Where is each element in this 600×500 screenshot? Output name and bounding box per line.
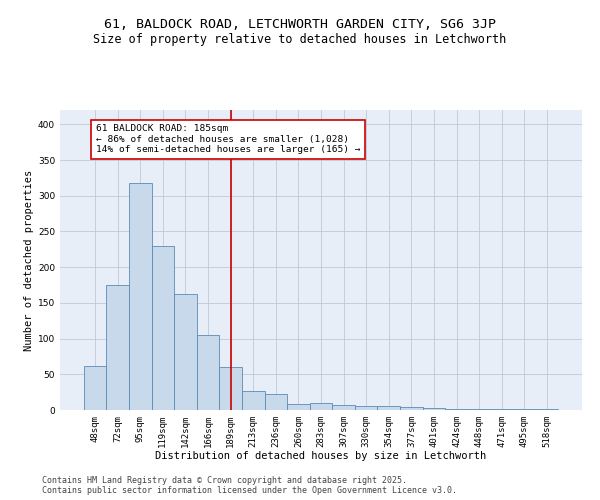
Text: Size of property relative to detached houses in Letchworth: Size of property relative to detached ho… — [94, 32, 506, 46]
Text: 61, BALDOCK ROAD, LETCHWORTH GARDEN CITY, SG6 3JP: 61, BALDOCK ROAD, LETCHWORTH GARDEN CITY… — [104, 18, 496, 30]
Y-axis label: Number of detached properties: Number of detached properties — [24, 170, 34, 350]
Bar — [84, 366, 106, 410]
Bar — [242, 390, 265, 410]
Text: Contains HM Land Registry data © Crown copyright and database right 2025.: Contains HM Land Registry data © Crown c… — [42, 476, 407, 485]
Bar — [310, 403, 332, 410]
Bar — [377, 406, 400, 410]
Bar — [174, 294, 197, 410]
Text: 61 BALDOCK ROAD: 185sqm
← 86% of detached houses are smaller (1,028)
14% of semi: 61 BALDOCK ROAD: 185sqm ← 86% of detache… — [96, 124, 361, 154]
Bar — [106, 285, 129, 410]
Text: Contains public sector information licensed under the Open Government Licence v3: Contains public sector information licen… — [42, 486, 457, 495]
Bar — [400, 407, 422, 410]
Bar — [197, 335, 220, 410]
Bar — [287, 404, 310, 410]
Bar — [355, 406, 377, 410]
Bar — [129, 183, 152, 410]
Bar — [332, 405, 355, 410]
Bar — [220, 367, 242, 410]
Bar — [152, 246, 174, 410]
Bar — [265, 394, 287, 410]
Bar — [422, 408, 445, 410]
X-axis label: Distribution of detached houses by size in Letchworth: Distribution of detached houses by size … — [155, 452, 487, 462]
